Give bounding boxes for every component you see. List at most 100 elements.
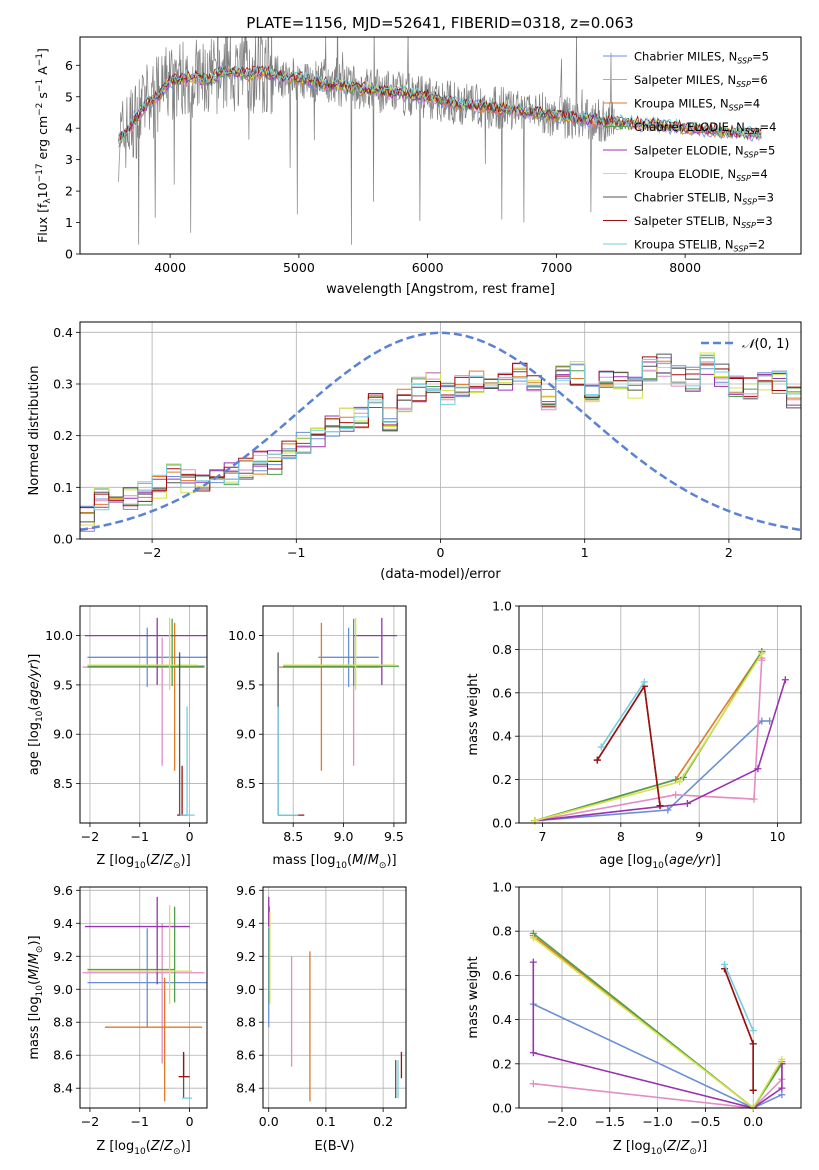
y-tick-label: 9.0: [53, 727, 73, 742]
y-axis-label: mass [log10(M/M⊙)]: [27, 935, 45, 1059]
mass-weight-line: [534, 679, 787, 822]
mass-weight-marker: [749, 1086, 757, 1094]
legend-entry: Kroupa MILES, NSSP=4: [634, 97, 760, 113]
legend-entry: Kroupa STELIB, NSSP=2: [634, 238, 765, 254]
mass-weight-marker: [656, 802, 664, 810]
y-tick-label: 9.4: [53, 916, 73, 931]
legend-entry: Chabrier ELODIE, NSSP=4: [634, 120, 776, 136]
y-tick-label: 0.3: [53, 377, 73, 392]
x-tick-label: 7: [539, 829, 547, 844]
mass-weight-line: [532, 1003, 783, 1108]
mass-weight-line: [532, 962, 783, 1108]
y-axis-label: Flux [fλ10−17 erg cm−2 s−1 A−1]: [35, 48, 53, 243]
x-tick-label: 0.0: [743, 1114, 763, 1129]
mass-weight-marker: [529, 958, 537, 966]
y-tick-label: 8.8: [53, 1015, 73, 1030]
y-tick-label: 9.5: [236, 677, 256, 692]
y-axis-label: mass weight: [466, 673, 481, 755]
x-tick-label: 4000: [154, 260, 186, 275]
x-axis-label: wavelength [Angstrom, rest frame]: [326, 282, 555, 297]
mass-weight-marker: [749, 1040, 757, 1048]
x-tick-label: 0: [186, 829, 194, 844]
mass-weight-marker: [778, 1091, 786, 1099]
legend-entry: Salpeter STELIB, NSSP=3: [634, 214, 773, 230]
mass-weight-marker: [672, 791, 680, 799]
x-tick-label: 0.1: [316, 1114, 336, 1129]
age-vs-mass-panel: 8.5 9.0 9.5 8.5 9.0 9.5 10.0 mass [log10(M/M⊙)]: [228, 605, 407, 871]
y-tick-label: 8.5: [236, 776, 256, 791]
y-tick-label: 5: [65, 89, 73, 104]
x-tick-label: −1: [287, 545, 305, 560]
mass-weight-line: [534, 720, 770, 822]
x-tick-label: 8000: [669, 260, 701, 275]
mass-weight-marker: [676, 778, 684, 786]
legend-entry: 𝒩(0, 1): [742, 337, 789, 352]
y-tick-label: 8.6: [53, 1048, 73, 1063]
y-tick-label: 8.4: [236, 1081, 256, 1096]
x-tick-label: −2: [81, 1114, 99, 1129]
axes-frame: [262, 605, 407, 824]
y-tick-label: 0.6: [492, 685, 512, 700]
mass-weight-marker: [758, 717, 766, 725]
axes-frame: [518, 886, 802, 1109]
mass-weight-line: [534, 658, 763, 822]
mass-weight-marker: [597, 743, 605, 751]
x-tick-label: −2: [81, 829, 99, 844]
mass-weight-marker: [529, 1080, 537, 1088]
residual-histogram-step: [80, 356, 801, 511]
axes-frame: [262, 886, 407, 1109]
mass-weight-line: [723, 968, 754, 1091]
y-tick-label: 1.0: [492, 880, 512, 895]
gaussian-curve: [80, 331, 801, 532]
age-vs-metallicity-panel: −2 −1 0 8.5 9.0 9.5 10.0 Z [log10(Z/Z⊙)] age [lo…: [27, 605, 208, 871]
y-tick-label: 8.8: [236, 1015, 256, 1030]
x-tick-label: 2: [725, 545, 733, 560]
y-tick-label: 8.6: [236, 1048, 256, 1063]
y-tick-label: 9.0: [236, 727, 256, 742]
x-tick-label: 8: [617, 829, 625, 844]
y-tick-label: 9.6: [236, 883, 256, 898]
y-tick-label: 1: [65, 215, 73, 230]
mass-weight-marker: [781, 676, 789, 684]
y-tick-label: 0.2: [492, 772, 512, 787]
mass-weight-marker: [750, 795, 758, 803]
x-tick-label: 10: [770, 829, 786, 844]
y-axis-label: mass weight: [466, 956, 481, 1038]
spectrum-panel: 4000 5000 6000 7000 8000 0 1 2 3 4 5 6 Chabrier MILE…: [35, 36, 802, 297]
y-tick-label: 9.0: [53, 982, 73, 997]
y-tick-label: 10.0: [228, 628, 256, 643]
figure-title: PLATE=1156, MJD=52641, FIBERID=0318, z=0…: [246, 14, 633, 32]
x-tick-label: 8.5: [283, 829, 303, 844]
axes-frame: [79, 36, 802, 255]
y-tick-label: 0.1: [53, 480, 73, 495]
x-tick-label: −1.0: [642, 1114, 672, 1129]
mass-weight-marker: [593, 756, 601, 764]
x-tick-label: 0.2: [373, 1114, 393, 1129]
y-axis-label: age [log10(age/yr)]: [27, 654, 45, 776]
y-tick-label: 0.8: [492, 642, 512, 657]
residual-histogram-step: [80, 354, 801, 514]
mass-weight-line: [600, 681, 645, 748]
x-axis-label: Z [log10(Z/Z⊙)]: [96, 1139, 190, 1157]
mass-vs-extinction-panel: 0.0 0.1 0.2 8.4 8.6 8.8 9.0 9.2 9.4 9.6 E(B-V): [236, 883, 407, 1154]
x-tick-label: 7000: [540, 260, 572, 275]
y-tick-label: 8.5: [53, 776, 73, 791]
y-axis-label: Normed distribution: [27, 366, 42, 496]
y-tick-label: 3: [65, 152, 73, 167]
y-tick-label: 4: [65, 121, 73, 136]
weight-vs-age-panel: 7 8 9 10 0.0 0.2 0.4 0.6 0.8 1.0 age [log10(age/yr…: [466, 599, 802, 871]
y-tick-label: 9.2: [236, 949, 256, 964]
mass-weight-marker: [749, 1027, 757, 1035]
residual-histogram-step: [80, 353, 801, 523]
y-tick-label: 9.4: [236, 916, 256, 931]
x-tick-label: −1: [131, 829, 149, 844]
x-axis-label: Z [log10(Z/Z⊙)]: [613, 1139, 707, 1157]
x-tick-label: 5000: [283, 260, 315, 275]
x-tick-label: 0.0: [259, 1114, 279, 1129]
y-tick-label: 0.8: [492, 924, 512, 939]
model-spectrum-line: [118, 64, 762, 143]
x-tick-label: 6000: [412, 260, 444, 275]
x-axis-label: Z [log10(Z/Z⊙)]: [96, 853, 190, 871]
x-tick-label: −0.5: [690, 1114, 720, 1129]
residual-histogram-panel: −2 −1 0 1 2 0.0 0.1 0.2 0.3 0.4 𝒩(0, 1) (data-model…: [27, 321, 802, 582]
